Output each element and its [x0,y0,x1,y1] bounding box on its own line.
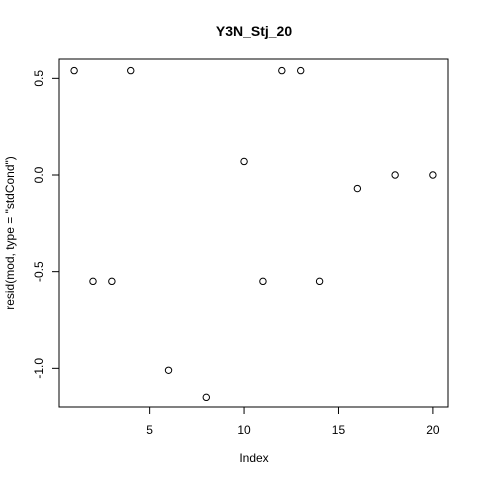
y-tick-label: 0.5 [32,70,46,87]
x-axis: 5 10 15 20 [146,407,440,437]
data-points [70,66,437,402]
y-axis-label: resid(mod, type = "stdCond") [3,156,17,310]
x-tick-label: 10 [237,423,251,437]
data-point [164,366,173,374]
y-tick-label: -1.0 [32,358,46,379]
data-point [89,277,97,286]
x-tick-label: 20 [426,423,440,437]
data-point [278,66,286,75]
data-point [70,66,78,75]
y-tick-label: 0.0 [32,166,46,183]
y-axis: -1.0 -0.5 0.0 0.5 [32,70,59,379]
data-point [202,393,210,402]
data-point [429,171,437,179]
data-point [297,66,305,75]
data-point [391,171,399,179]
data-point [240,157,248,166]
y-tick-label: -0.5 [32,261,46,282]
x-tick-label: 15 [332,423,346,437]
x-axis-label: Index [239,451,268,465]
chart-title: Y3N_Stj_20 [216,23,292,39]
data-point [353,184,362,193]
data-point [315,277,324,286]
data-point [259,277,267,286]
data-point [108,277,116,286]
data-point [127,66,135,75]
plot-frame [58,58,449,408]
x-tick-label: 5 [146,423,153,437]
